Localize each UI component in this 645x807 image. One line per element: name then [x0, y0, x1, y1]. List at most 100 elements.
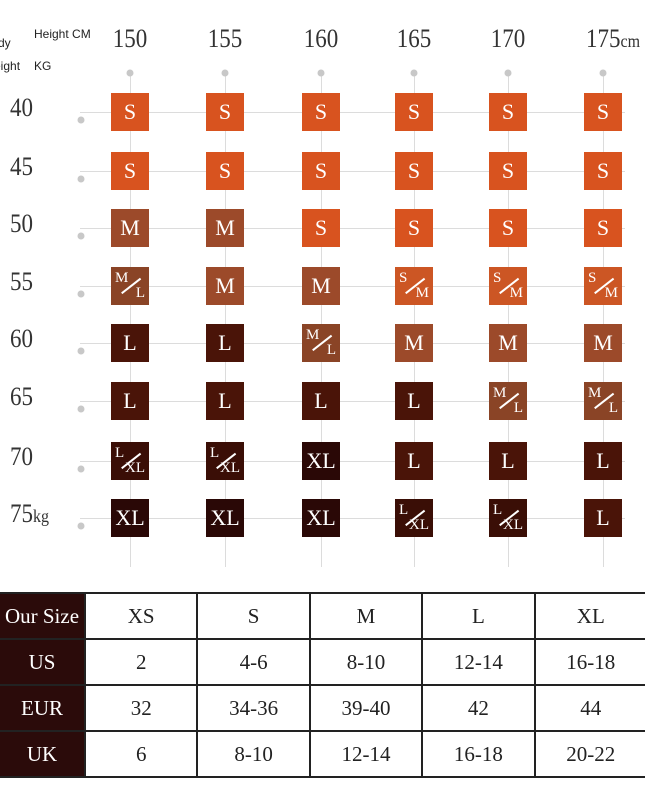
grid-dot	[77, 522, 85, 530]
table-cell: 2	[83, 638, 199, 686]
weight-label: 40	[10, 93, 33, 122]
height-label: 160	[303, 24, 339, 53]
size-cell: S	[302, 209, 340, 247]
row-header-cell: UK	[0, 730, 86, 778]
grid-dot	[77, 405, 85, 413]
table-cell: 34-36	[196, 684, 311, 732]
weight-label: 65	[10, 382, 33, 411]
size-conversion-table: Our Size XS S M L XL US 2 4-6 8-10 12-14 16-18 EUR 32…	[0, 592, 645, 778]
table-cell: 12-14	[308, 730, 424, 778]
size-cell: S	[584, 209, 622, 247]
height-label: 170	[490, 24, 526, 53]
grid-vline	[321, 72, 322, 567]
grid-vline	[603, 72, 604, 567]
size-cell: M	[111, 209, 149, 247]
size-cell: XL	[111, 499, 149, 537]
table-cell: 12-14	[421, 638, 536, 686]
grid-vline	[414, 72, 415, 567]
height-cm-label: Height CM	[34, 27, 91, 41]
grid-dot	[221, 69, 229, 77]
size-cell: S	[395, 209, 433, 247]
grid-vline	[508, 72, 509, 567]
grid-dot	[410, 69, 418, 77]
size-cell: S	[111, 152, 149, 190]
size-cell: L	[489, 442, 527, 480]
size-cell: L	[206, 382, 244, 420]
size-cell: M	[206, 209, 244, 247]
height-label: 155	[207, 24, 243, 53]
grid-vline	[130, 72, 131, 567]
table-cell: M	[308, 592, 424, 640]
grid-hline	[80, 401, 625, 402]
grid-hline	[80, 112, 625, 113]
size-cell: S	[584, 93, 622, 131]
size-cell: S	[111, 93, 149, 131]
table-cell: 6	[83, 730, 199, 778]
size-cell: S	[489, 209, 527, 247]
size-cell: S	[489, 152, 527, 190]
body-label: dy	[0, 36, 11, 50]
row-header-cell: Our Size	[0, 592, 86, 640]
grid-hline	[80, 171, 625, 172]
size-cell: S	[395, 93, 433, 131]
grid-dot	[77, 465, 85, 473]
table-cell: 44	[533, 684, 645, 732]
table-cell: 4-6	[196, 638, 311, 686]
table-cell: XS	[83, 592, 199, 640]
size-cell: XL	[302, 499, 340, 537]
size-cell: S	[206, 93, 244, 131]
weight-label: eight	[0, 59, 21, 73]
size-cell: M	[206, 267, 244, 305]
table-cell: 16-18	[421, 730, 536, 778]
size-cell: L	[111, 324, 149, 362]
table-cell: 8-10	[196, 730, 311, 778]
grid-dot	[77, 116, 85, 124]
size-cell: M	[489, 324, 527, 362]
grid-dot	[77, 347, 85, 355]
row-header-cell: EUR	[0, 684, 86, 732]
grid-dot	[77, 175, 85, 183]
size-cell: L	[111, 382, 149, 420]
weight-label: 70	[10, 442, 33, 471]
grid-hline	[80, 343, 625, 344]
size-cell: XL	[302, 442, 340, 480]
weight-label: 75kg	[10, 499, 49, 528]
height-label: 165	[396, 24, 432, 53]
height-label: 150	[112, 24, 148, 53]
size-cell: S	[584, 152, 622, 190]
weight-label: 55	[10, 267, 33, 296]
size-cell: M	[395, 324, 433, 362]
size-cell: M	[584, 324, 622, 362]
table-cell: 16-18	[533, 638, 645, 686]
size-cell: L	[584, 499, 622, 537]
size-cell: S	[206, 152, 244, 190]
table-cell: S	[196, 592, 311, 640]
weight-label: 50	[10, 209, 33, 238]
size-cell: L	[584, 442, 622, 480]
size-cell: L XL	[395, 499, 433, 537]
weight-kg-label: KG	[34, 59, 52, 73]
size-cell: XL	[206, 499, 244, 537]
size-cell: L	[395, 442, 433, 480]
table-row: Our Size XS S M L XL	[0, 592, 645, 640]
table-row: US 2 4-6 8-10 12-14 16-18	[0, 638, 645, 686]
row-header-cell: US	[0, 638, 86, 686]
grid-hline	[80, 461, 625, 462]
grid-hline	[80, 286, 625, 287]
grid-hline	[80, 228, 625, 229]
size-cell: L XL	[489, 499, 527, 537]
size-cell: M	[302, 267, 340, 305]
size-cell: S	[395, 152, 433, 190]
table-cell: 8-10	[308, 638, 424, 686]
grid-dot	[77, 232, 85, 240]
height-label: 175cm	[585, 24, 641, 53]
table-cell: 39-40	[308, 684, 424, 732]
grid-dot	[504, 69, 512, 77]
table-cell: XL	[533, 592, 645, 640]
